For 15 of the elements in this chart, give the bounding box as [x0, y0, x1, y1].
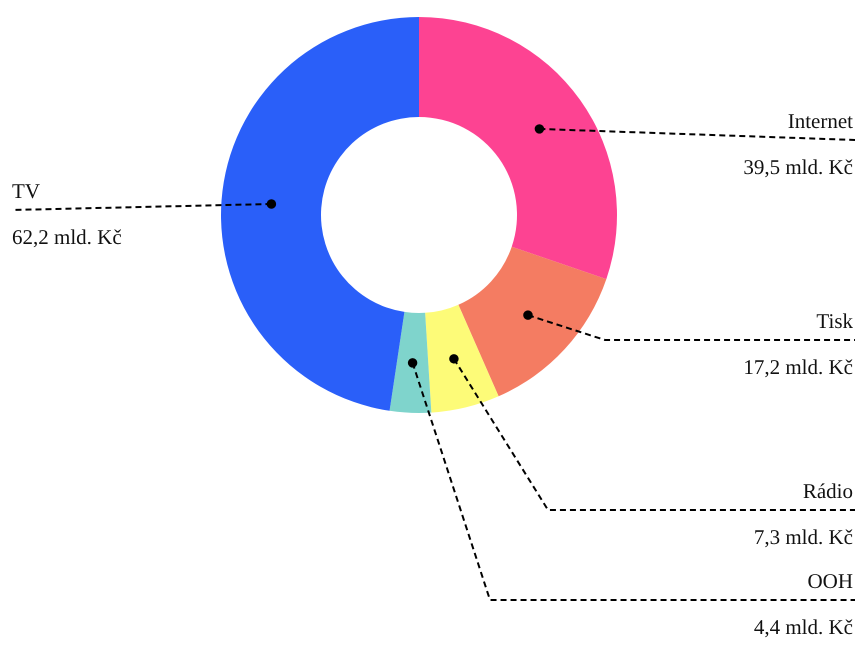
- slice-label: Rádio: [802, 479, 853, 503]
- donut-slice: [390, 312, 432, 413]
- slice-label: OOH: [808, 569, 853, 593]
- data-label: 17,2 mld. Kč: [743, 355, 853, 379]
- slice-label: Internet: [788, 109, 854, 133]
- slice-label: Tisk: [816, 309, 854, 333]
- data-label: 39,5 mld. Kč: [743, 155, 853, 179]
- donut-slice: [425, 304, 499, 413]
- slice-label: TV: [12, 179, 40, 203]
- data-label: 62,2 mld. Kč: [12, 225, 122, 249]
- donut-slice: [221, 17, 419, 411]
- data-label: 4,4 mld. Kč: [754, 615, 853, 639]
- data-label: 7,3 mld. Kč: [754, 525, 853, 549]
- donut-slice: [458, 246, 606, 396]
- donut-slice: [419, 17, 617, 280]
